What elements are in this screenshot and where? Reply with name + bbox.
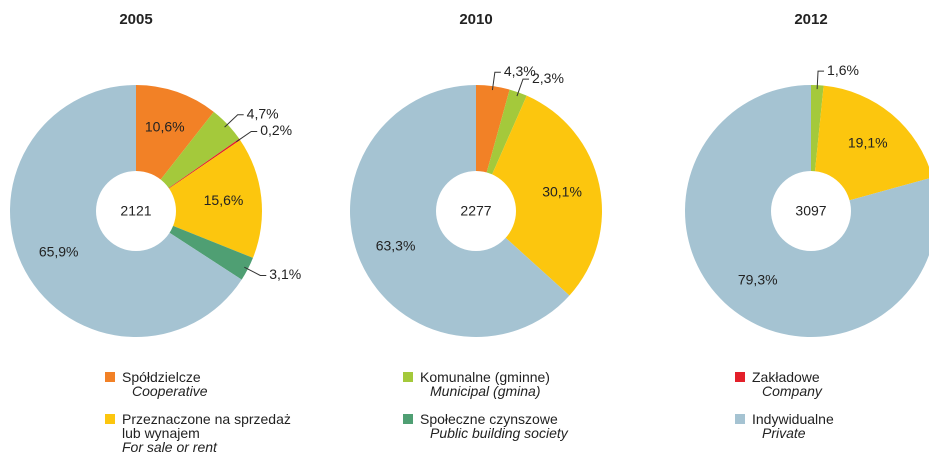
donut-hole <box>436 171 516 251</box>
slice <box>476 95 603 296</box>
legend-translation: Municipal (gmina) <box>430 383 541 399</box>
chart-title: 2012 <box>794 11 827 28</box>
legend-swatch <box>105 372 115 382</box>
donut-hole <box>771 171 851 251</box>
value-label: 65,9% <box>39 244 79 260</box>
value-label: 4,7% <box>247 105 279 121</box>
legend-item: Zakładowe Company <box>735 369 822 399</box>
chart-title: 2010 <box>459 11 492 28</box>
value-label: 63,3% <box>376 237 416 253</box>
legend-name: Komunalne (gminne) <box>420 369 550 385</box>
value-label: 0,2% <box>260 122 292 138</box>
leader-line <box>516 78 530 97</box>
slice <box>811 85 929 211</box>
value-label: 30,1% <box>542 183 582 199</box>
legend-item: Przeznaczone na sprzedaż lub wynajem For … <box>105 411 297 455</box>
leader-line <box>491 71 501 91</box>
legend: Spółdzielcze Cooperative Przeznaczone na s… <box>0 366 929 466</box>
chart-title: 2005 <box>119 11 152 28</box>
leader-line <box>244 266 267 276</box>
legend-name: Zakładowe <box>752 369 820 385</box>
legend-translation: Cooperative <box>132 383 208 399</box>
donut-hole <box>96 171 176 251</box>
value-label: 79,3% <box>738 272 778 288</box>
value-label: 19,1% <box>848 134 888 150</box>
legend-translation: For sale or rent <box>122 439 217 455</box>
charts: 2005 10,6% 4,7%0,2% 15,6% 3,1% 65,9% 2121 2010 4… <box>10 11 929 338</box>
legend-item: Komunalne (gminne) Municipal (gmina) <box>403 369 550 399</box>
legend-item: Indywidualne Private <box>735 411 834 441</box>
legend-translation: Public building society <box>430 425 568 441</box>
total-label: 2121 <box>120 203 151 219</box>
legend-translation: Company <box>762 383 822 399</box>
legend-swatch <box>105 414 115 424</box>
legend-swatch <box>735 372 745 382</box>
total-label: 3097 <box>795 203 826 219</box>
total-label: 2277 <box>460 203 491 219</box>
leader-line <box>816 70 825 90</box>
legend-name: Przeznaczone na sprzedaż lub wynajem <box>122 411 291 441</box>
legend-item: Spółdzielcze Cooperative <box>105 369 208 399</box>
value-label: 3,1% <box>269 266 301 282</box>
legend-item: Społeczne czynszowe Public building socie… <box>403 411 568 441</box>
legend-name: Indywidualne <box>752 411 834 427</box>
leader-line <box>224 114 244 128</box>
value-label: 1,6% <box>827 62 859 78</box>
legend-name: Spółdzielcze <box>122 369 201 385</box>
value-label: 15,6% <box>204 192 244 208</box>
legend-swatch <box>403 372 413 382</box>
leader-line <box>236 130 258 143</box>
value-label: 10,6% <box>145 119 185 135</box>
value-label: 4,3% <box>504 63 536 79</box>
legend-swatch <box>735 414 745 424</box>
legend-swatch <box>403 414 413 424</box>
legend-translation: Private <box>762 425 806 441</box>
value-label: 2,3% <box>532 70 564 86</box>
slice <box>136 140 262 258</box>
legend-name: Społeczne czynszowe <box>420 411 558 427</box>
